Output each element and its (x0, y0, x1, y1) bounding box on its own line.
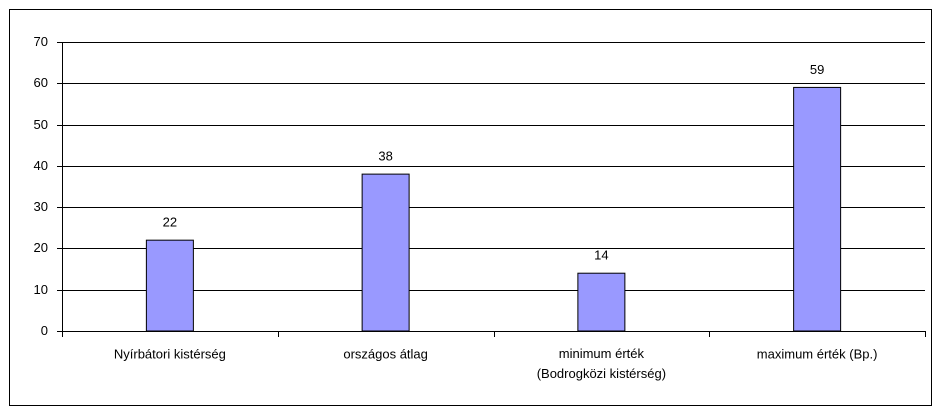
bar (577, 272, 626, 332)
x-tick-label: maximum érték (Bp.) (757, 346, 878, 361)
y-tick-label: 0 (41, 323, 48, 338)
bar (793, 86, 842, 332)
data-label: 38 (378, 149, 392, 164)
x-tick-label: Nyírbátori kistérség (114, 346, 226, 361)
y-tick-label: 10 (34, 282, 48, 297)
bar (145, 239, 194, 332)
y-tick-label: 40 (34, 158, 48, 173)
x-tick-label: országos átlag (343, 346, 428, 361)
data-label: 14 (594, 248, 608, 263)
y-tick-label: 60 (34, 75, 48, 90)
y-tick-label: 50 (34, 117, 48, 132)
data-label: 59 (810, 62, 824, 77)
bar (361, 173, 410, 332)
data-label: 22 (163, 215, 177, 230)
y-tick-label: 70 (34, 34, 48, 49)
y-tick-label: 30 (34, 199, 48, 214)
y-tick-label: 20 (34, 240, 48, 255)
x-tick-label: minimum érték (Bodrogközi kistérség) (537, 346, 666, 381)
